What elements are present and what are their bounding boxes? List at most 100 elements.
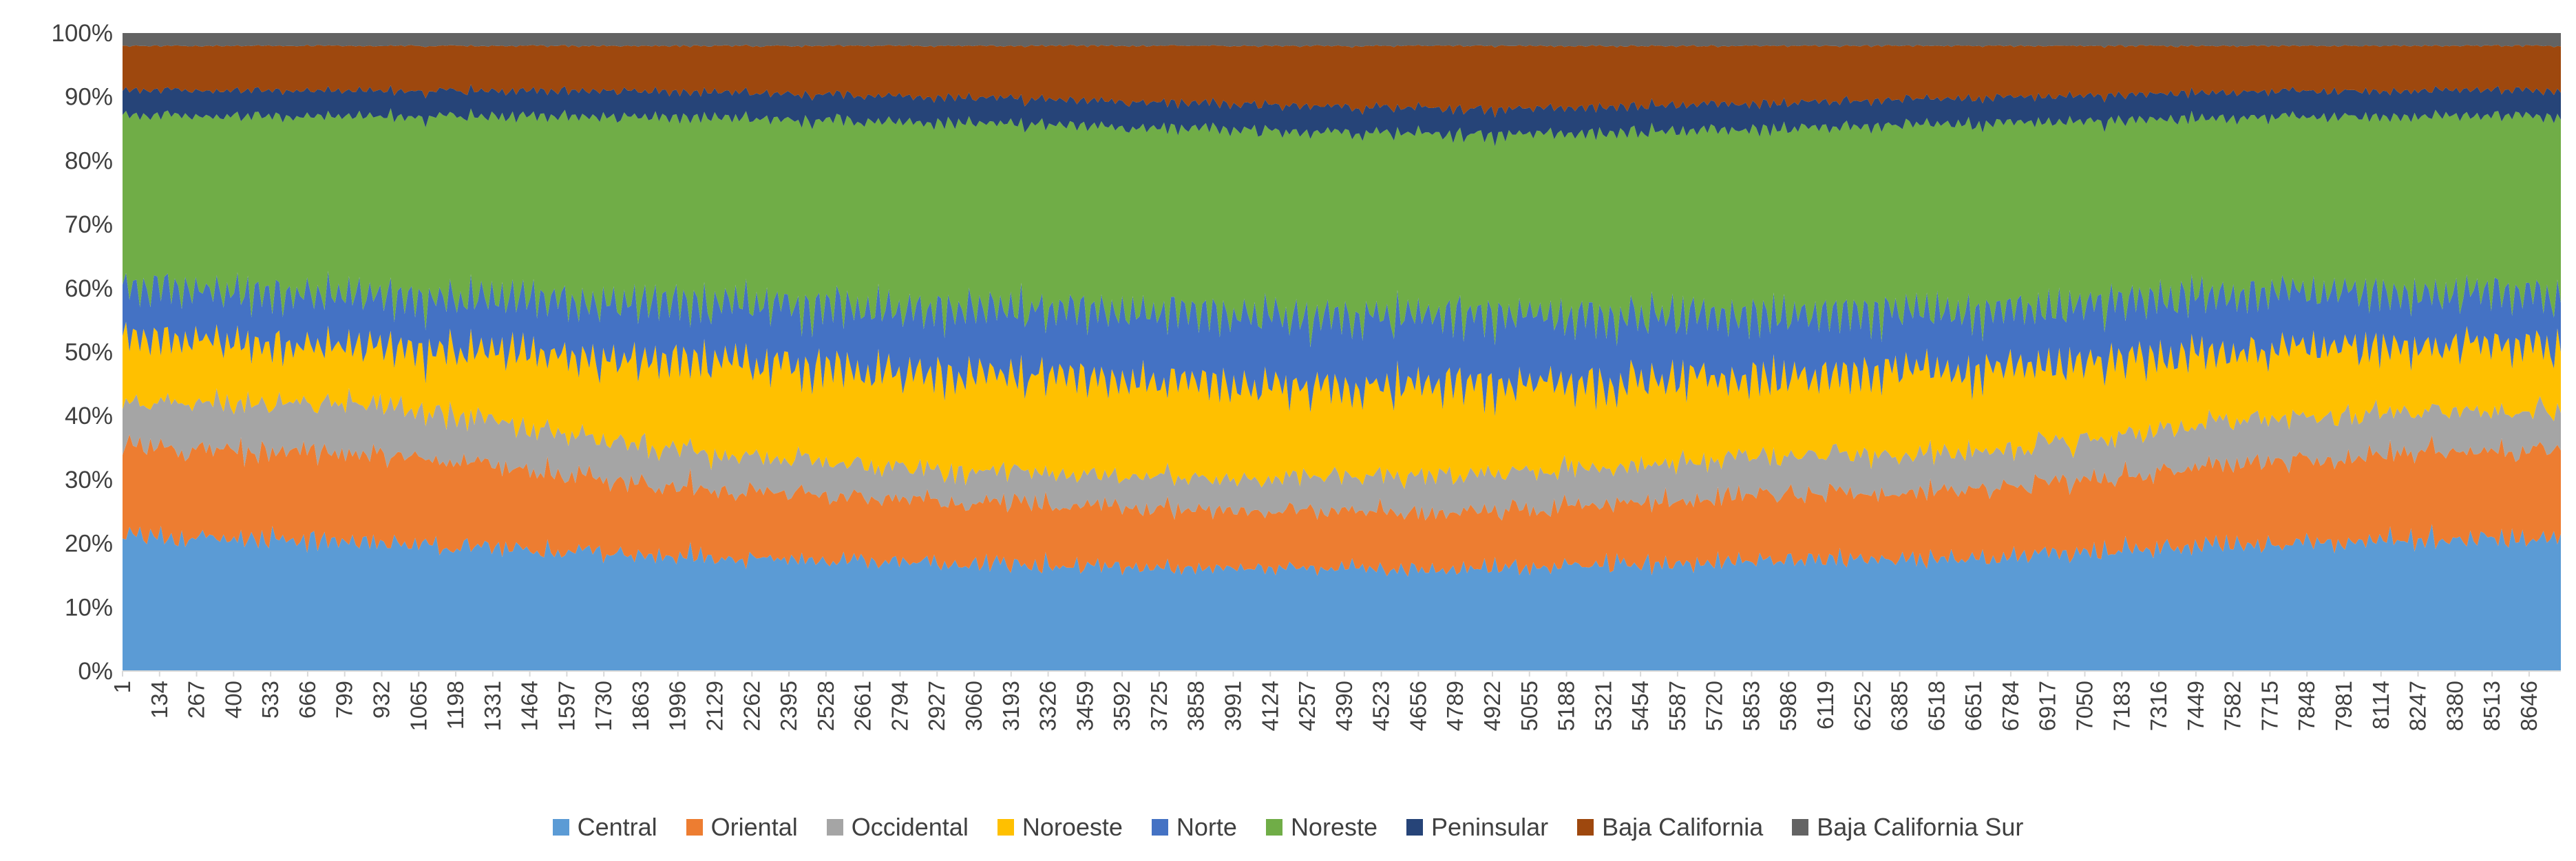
x-tick-label: 3326	[1035, 681, 1061, 731]
y-tick-label: 60%	[65, 275, 113, 302]
x-tick-label: 533	[257, 681, 283, 719]
x-tick-label: 6119	[1813, 681, 1838, 730]
legend-item-peninsular: Peninsular	[1406, 813, 1548, 842]
x-tick-label: 1597	[553, 681, 579, 731]
legend-label: Baja California Sur	[1817, 813, 2024, 841]
series-area-norte	[123, 270, 2561, 416]
x-tick-label: 1	[109, 681, 135, 693]
axes-layer: 0% 10% 20% 30% 40% 50% 60% 70% 80% 90% 100% 1 134 267…	[51, 20, 2561, 731]
x-tick-label: 7050	[2072, 681, 2098, 731]
legend-swatch	[552, 819, 569, 836]
x-tick-label: 5587	[1665, 681, 1690, 731]
x-tick-label: 7449	[2183, 681, 2208, 731]
x-tick-label: 3858	[1183, 681, 1209, 731]
x-tick-label: 1730	[591, 681, 616, 731]
x-tick-label: 6385	[1887, 681, 1912, 731]
x-tick-label: 4922	[1479, 681, 1505, 731]
x-tick-label: 6784	[1998, 681, 2023, 731]
x-tick-label: 1863	[628, 681, 653, 731]
x-tick-label: 5321	[1590, 681, 1616, 731]
x-tick-label: 1331	[480, 681, 505, 731]
x-tick-label: 4390	[1331, 681, 1357, 731]
x-tick-label: 6518	[1923, 681, 1949, 731]
y-tick-label: 100%	[51, 20, 113, 47]
x-tick-label: 7981	[2331, 681, 2356, 731]
legend-label: Central	[577, 813, 657, 841]
legend-label: Noroeste	[1022, 813, 1123, 841]
x-tick-label: 1198	[443, 681, 468, 730]
legend-label: Peninsular	[1431, 813, 1549, 841]
x-tick-label: 7316	[2146, 681, 2171, 731]
x-tick-label: 5454	[1627, 681, 1653, 731]
x-tick-label: 1464	[517, 681, 542, 731]
legend-swatch	[686, 819, 703, 836]
y-tick-label: 30%	[65, 467, 113, 493]
x-tick-label: 6651	[1961, 681, 1986, 731]
legend-item-noroeste: Noroeste	[997, 813, 1123, 842]
legend-item-baja-california: Baja California	[1577, 813, 1763, 842]
x-tick-label: 2395	[776, 681, 801, 731]
series-area-noroeste	[123, 321, 2561, 489]
x-tick-label: 7848	[2294, 681, 2319, 731]
x-tick-label: 8247	[2405, 681, 2431, 731]
y-tick-label: 70%	[65, 211, 113, 238]
x-tick-label: 7183	[2109, 681, 2134, 731]
x-tick-label: 1065	[405, 681, 431, 731]
x-tick-label: 267	[184, 681, 209, 719]
legend-item-central: Central	[552, 813, 657, 842]
x-tick-label: 6917	[2035, 681, 2060, 731]
series-layer	[123, 33, 2561, 671]
legend-label: Oriental	[710, 813, 798, 841]
x-tick-label: 3592	[1109, 681, 1134, 731]
legend-label: Norte	[1176, 813, 1237, 841]
legend-swatch	[826, 819, 843, 836]
legend-swatch	[997, 819, 1014, 836]
x-tick-label: 3060	[961, 681, 986, 731]
x-tick-label: 7582	[2220, 681, 2246, 731]
legend-item-noreste: Noreste	[1265, 813, 1377, 842]
x-tick-label: 8114	[2368, 681, 2394, 730]
x-tick-label: 3193	[998, 681, 1024, 731]
y-tick-label: 90%	[65, 84, 113, 111]
x-tick-label: 2927	[924, 681, 949, 731]
x-tick-label: 799	[332, 681, 357, 719]
x-tick-label: 3991	[1220, 681, 1245, 731]
x-tick-label: 2794	[887, 681, 912, 731]
x-tick-label: 3725	[1146, 681, 1172, 731]
y-tick-label: 50%	[65, 339, 113, 366]
x-tick-label: 2661	[850, 681, 876, 731]
legend-item-occidental: Occidental	[826, 813, 969, 842]
x-tick-label: 2528	[813, 681, 838, 731]
x-tick-label: 5853	[1738, 681, 1764, 731]
legend-item-baja-california-sur: Baja California Sur	[1792, 813, 2023, 842]
legend-item-oriental: Oriental	[686, 813, 798, 842]
x-tick-label: 4789	[1442, 681, 1468, 731]
y-tick-label: 10%	[65, 594, 113, 621]
x-tick-label: 7715	[2257, 681, 2282, 731]
x-tick-label: 932	[368, 681, 394, 719]
legend-swatch	[1406, 819, 1423, 836]
x-tick-label: 4257	[1294, 681, 1320, 731]
x-tick-label: 6252	[1850, 681, 1875, 731]
legend-swatch	[1265, 819, 1282, 836]
x-tick-label: 2129	[702, 681, 728, 731]
legend: Central Oriental Occidental Noroeste Norte No…	[0, 807, 2576, 848]
legend-label: Occidental	[851, 813, 969, 841]
x-tick-label: 5720	[1702, 681, 1727, 731]
x-tick-label: 3459	[1072, 681, 1097, 731]
legend-swatch	[1792, 819, 1809, 836]
series-area-central	[123, 524, 2561, 671]
x-tick-label: 8513	[2479, 681, 2504, 731]
series-area-baja-california	[123, 44, 2561, 118]
legend-label: Noreste	[1290, 813, 1377, 841]
legend-swatch	[1577, 819, 1594, 836]
y-tick-label: 80%	[65, 147, 113, 174]
y-tick-label: 40%	[65, 403, 113, 429]
x-tick-label: 5055	[1517, 681, 1542, 731]
series-area-noreste	[123, 108, 2561, 348]
series-area-baja-california-sur	[123, 33, 2561, 48]
y-tick-label: 0%	[78, 658, 113, 685]
x-tick-label: 400	[220, 681, 246, 719]
x-tick-label: 2262	[739, 681, 764, 731]
